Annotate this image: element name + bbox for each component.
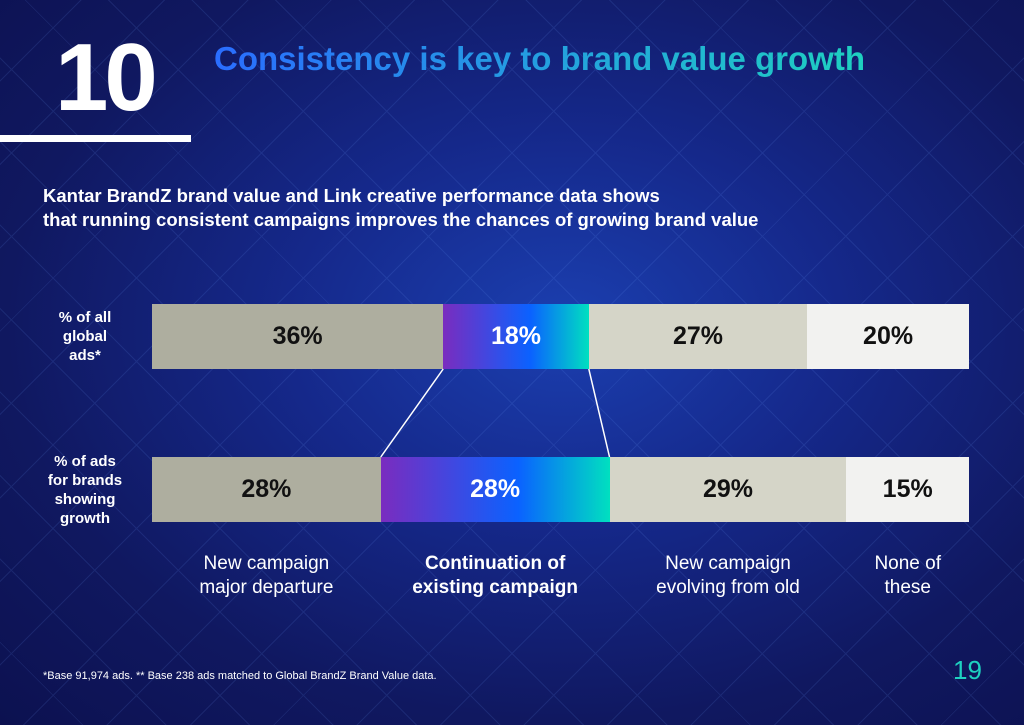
category-label-line: evolving from old xyxy=(656,577,800,598)
data-label: 28% xyxy=(241,475,292,503)
category-label: New campaign major departure xyxy=(199,552,333,600)
category-label: Continuation of existing campaign xyxy=(412,552,578,600)
page-number: 19 xyxy=(953,655,982,685)
row-label-line: % of all xyxy=(58,309,112,326)
section-number: 10 xyxy=(55,24,158,131)
subtitle: Kantar BrandZ brand value and Link creat… xyxy=(43,184,758,232)
row-label-line: growth xyxy=(60,510,110,527)
stacked-bar-all-ads: 36% 18% 27% 20% xyxy=(152,304,969,369)
category-label: None of these xyxy=(874,552,941,600)
row-label-line: ads* xyxy=(69,347,101,364)
bar-segment: 20% xyxy=(807,304,969,369)
subtitle-line: Kantar BrandZ brand value and Link creat… xyxy=(43,185,660,206)
row-label-line: showing xyxy=(54,491,116,508)
data-label: 27% xyxy=(672,322,724,350)
category-label-line: major departure xyxy=(199,577,334,598)
category-label-line: New campaign xyxy=(665,553,791,574)
bar-segment: 28% xyxy=(152,457,381,522)
row-label-line: for brands xyxy=(47,472,123,489)
bar-segment: 28% xyxy=(380,457,610,522)
data-label: 20% xyxy=(863,322,914,350)
bar-segment: 18% xyxy=(443,304,589,369)
row-label-line: % of ads xyxy=(54,453,116,470)
data-label: 36% xyxy=(272,322,323,350)
bar-segment: 27% xyxy=(588,304,808,369)
subtitle-line: that running consistent campaigns improv… xyxy=(43,209,759,230)
category-label-line: New campaign xyxy=(203,553,330,574)
bar-segment: 29% xyxy=(609,457,847,522)
row-label-growth-ads: % of ads for brands showing growth xyxy=(30,452,140,528)
data-label: 15% xyxy=(882,475,933,503)
category-label-line: None of xyxy=(874,553,941,574)
category-label: New campaign evolving from old xyxy=(656,552,800,600)
category-label-line: existing campaign xyxy=(412,577,579,598)
page-title: Consistency is key to brand value growth xyxy=(214,40,865,77)
footnote: *Base 91,974 ads. ** Base 238 ads matche… xyxy=(43,670,437,682)
stacked-bar-growth-ads: 28% 28% 29% 15% xyxy=(152,457,969,522)
data-label: 18% xyxy=(490,322,542,350)
row-label-all-ads: % of all global ads* xyxy=(30,308,140,365)
section-number-underline xyxy=(0,135,191,142)
bar-segment: 36% xyxy=(152,304,444,369)
category-label-line: Continuation of xyxy=(424,553,566,574)
data-label: 29% xyxy=(702,475,753,503)
category-label-line: these xyxy=(884,577,931,598)
data-label: 28% xyxy=(470,475,521,503)
bar-segment: 15% xyxy=(846,457,969,522)
row-label-line: global xyxy=(62,328,108,345)
